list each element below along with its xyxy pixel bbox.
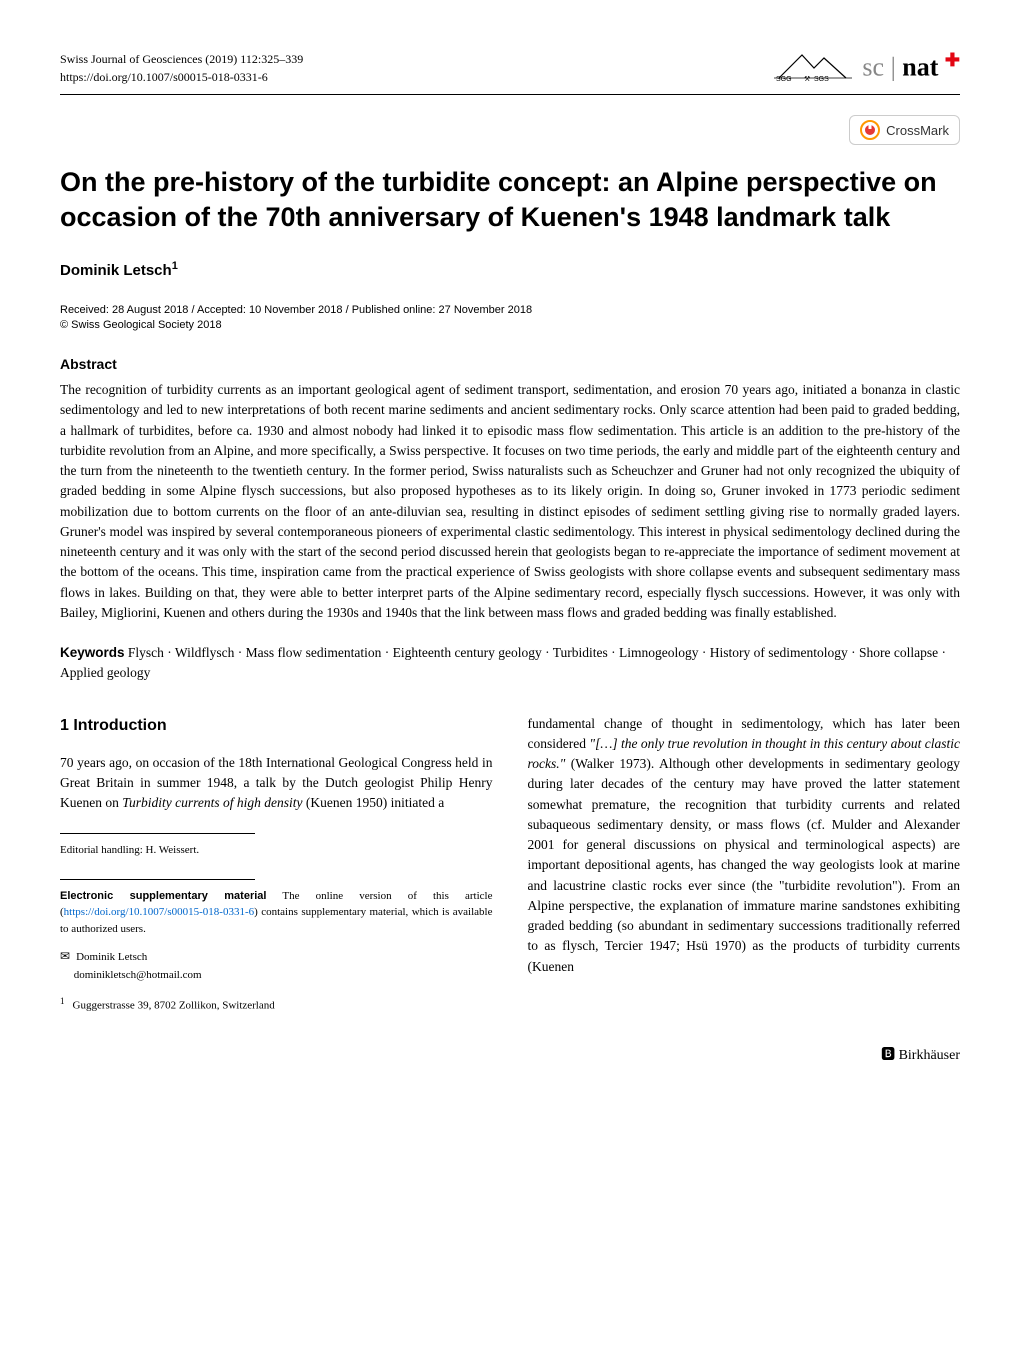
logo-text: sc | nat ✚ <box>862 50 960 83</box>
right-column: fundamental change of thought in sedimen… <box>528 714 961 1014</box>
svg-text:⚒: ⚒ <box>804 75 810 82</box>
logo-divider: | <box>891 53 903 82</box>
abstract-heading: Abstract <box>60 356 960 372</box>
crossmark-badge[interactable]: CrossMark <box>849 115 960 145</box>
envelope-icon: ✉ <box>60 949 70 963</box>
editorial-footnote: Editorial handling: H. Weissert. <box>60 842 493 859</box>
supplementary-label: Electronic supplementary material <box>60 890 266 902</box>
article-dates: Received: 28 August 2018 / Accepted: 10 … <box>60 304 960 316</box>
introduction-heading: 1 Introduction <box>60 714 493 738</box>
header-divider <box>60 94 960 95</box>
correspondence-block: ✉ Dominik Letsch dominikletsch@hotmail.co… <box>60 947 493 984</box>
intro-paragraph-left: 70 years ago, on occasion of the 18th In… <box>60 753 493 814</box>
publisher-icon: 🅱 <box>881 1048 899 1063</box>
supplementary-doi-link[interactable]: https://doi.org/10.1007/s00015-018-0331-… <box>64 906 254 918</box>
author-name: Dominik Letsch <box>60 262 172 279</box>
svg-text:SGG: SGG <box>776 76 792 82</box>
left-column: 1 Introduction 70 years ago, on occasion… <box>60 714 493 1014</box>
keywords-label: Keywords <box>60 645 125 660</box>
affiliation-number: 1 <box>60 996 65 1006</box>
keywords-values: Flysch · Wildflysch · Mass flow sediment… <box>60 645 946 680</box>
supplementary-footnote: Electronic supplementary material The on… <box>60 888 493 938</box>
mountain-logo-icon: SGG ⚒ SGS <box>774 50 854 82</box>
intro-paragraph-right: fundamental change of thought in sedimen… <box>528 714 961 977</box>
intro-italic-1: Turbidity currents of high density <box>122 795 302 810</box>
publisher-logo: 🅱 Birkhäuser <box>881 1044 960 1064</box>
correspondence-name: Dominik Letsch <box>76 951 147 963</box>
author-line: Dominik Letsch1 <box>60 260 960 279</box>
article-title: On the pre-history of the turbidite conc… <box>60 165 960 235</box>
correspondence-email: dominikletsch@hotmail.com <box>74 969 202 981</box>
footnote-divider-2 <box>60 879 255 880</box>
doi-line: https://doi.org/10.1007/s00015-018-0331-… <box>60 68 303 86</box>
author-affiliation-marker: 1 <box>172 260 178 272</box>
affiliation-text: Guggerstrasse 39, 8702 Zollikon, Switzer… <box>73 999 275 1011</box>
affiliation-block: 1 Guggerstrasse 39, 8702 Zollikon, Switze… <box>60 995 493 1014</box>
crossmark-label: CrossMark <box>886 123 949 138</box>
intro-text-post: (Kuenen 1950) initiated a <box>302 795 444 810</box>
crossmark-icon <box>860 120 880 140</box>
footnote-divider <box>60 833 255 834</box>
svg-text:SGS: SGS <box>814 76 829 82</box>
logo-sc: sc <box>862 53 884 82</box>
two-column-layout: 1 Introduction 70 years ago, on occasion… <box>60 714 960 1014</box>
crossmark-row: CrossMark <box>60 115 960 145</box>
abstract-text: The recognition of turbidity currents as… <box>60 380 960 623</box>
copyright: © Swiss Geological Society 2018 <box>60 319 960 331</box>
journal-citation: Swiss Journal of Geosciences (2019) 112:… <box>60 50 303 68</box>
journal-logo: SGG ⚒ SGS sc | nat ✚ <box>774 50 960 83</box>
keywords-block: Keywords Flysch · Wildflysch · Mass flow… <box>60 643 960 684</box>
header-row: Swiss Journal of Geosciences (2019) 112:… <box>60 50 960 86</box>
publisher-name: Birkhäuser <box>899 1048 960 1063</box>
footer-row: 🅱 Birkhäuser <box>60 1044 960 1064</box>
logo-nat: nat <box>902 53 938 82</box>
logo-plus-icon: ✚ <box>945 50 960 70</box>
intro-para2-post: (Walker 1973). Although other developmen… <box>528 756 961 974</box>
header-left: Swiss Journal of Geosciences (2019) 112:… <box>60 50 303 86</box>
